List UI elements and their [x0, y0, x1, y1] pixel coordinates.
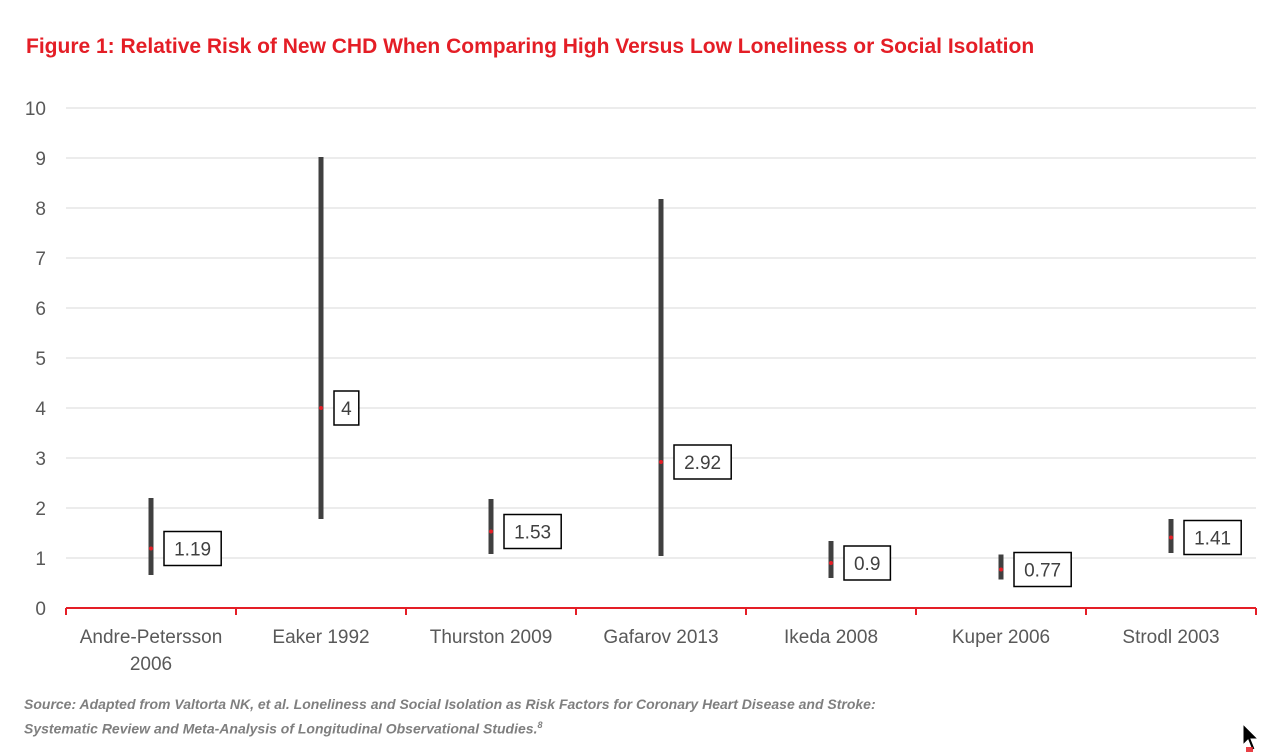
category-label: Andre-Petersson	[80, 627, 223, 648]
category-label: Ikeda 2008	[784, 627, 878, 648]
chart-area: 0 1 2 3 4 5 6 7 8 9 10 1.19 4 1.53 2.92 0.9 0.77 1.41 An…	[25, 99, 1257, 675]
x-axis	[65, 607, 1257, 615]
chart-title: Figure 1: Relative Risk of New CHD When …	[26, 35, 1035, 58]
data-label: 1.41	[1194, 529, 1231, 550]
data-label-box	[1013, 551, 1072, 588]
data-label: 0.77	[1024, 561, 1061, 582]
y-tick-label: 3	[35, 449, 46, 470]
point-marker	[489, 529, 493, 534]
range-bars	[148, 157, 1174, 580]
category-label: Eaker 1992	[272, 627, 369, 648]
point-marker	[319, 406, 323, 410]
point-marker	[659, 460, 663, 464]
category-label: Kuper 2006	[952, 627, 1050, 648]
data-label-box	[1183, 519, 1242, 556]
y-tick-label: 9	[35, 149, 46, 170]
data-label-box	[333, 390, 360, 426]
category-label: Strodl 2003	[1122, 627, 1219, 648]
data-labels: 1.19 4 1.53 2.92 0.9 0.77 1.41	[163, 390, 1242, 588]
y-tick-label: 2	[35, 499, 46, 520]
category-label: Thurston 2009	[430, 627, 553, 648]
data-label-box	[843, 545, 892, 581]
y-tick-label: 6	[35, 299, 46, 320]
y-tick-label: 10	[25, 99, 46, 120]
point-markers	[149, 406, 1173, 572]
y-tick-label: 0	[35, 599, 46, 620]
data-label: 1.19	[174, 540, 211, 561]
source-reference: 8	[537, 720, 543, 730]
y-tick-label: 8	[35, 199, 46, 220]
y-tick-label: 5	[35, 349, 46, 370]
point-marker	[829, 561, 833, 565]
y-tick-label: 4	[35, 399, 46, 420]
data-label: 1.53	[514, 523, 551, 544]
mouse-pointer-icon	[1242, 723, 1260, 752]
data-label: 2.92	[684, 453, 721, 474]
category-label: Gafarov 2013	[603, 627, 718, 648]
point-marker	[149, 546, 153, 551]
data-label: 0.9	[854, 554, 880, 575]
category-label: 2006	[130, 654, 172, 675]
source-note-text: Source: Adapted from Valtorta NK, et al.…	[24, 696, 876, 737]
source-note: Source: Adapted from Valtorta NK, et al.…	[24, 694, 924, 740]
data-label-box	[673, 444, 732, 480]
data-label: 4	[341, 399, 352, 420]
point-marker	[999, 567, 1003, 572]
y-axis-tick-labels: 0 1 2 3 4 5 6 7 8 9 10	[25, 99, 47, 620]
category-labels: Andre-Petersson 2006 Eaker 1992 Thurston 20…	[80, 627, 1220, 675]
y-tick-label: 1	[35, 549, 46, 570]
y-tick-label: 7	[35, 249, 46, 270]
data-label-box	[163, 530, 222, 567]
data-label-box	[503, 513, 562, 550]
point-marker	[1169, 535, 1173, 540]
